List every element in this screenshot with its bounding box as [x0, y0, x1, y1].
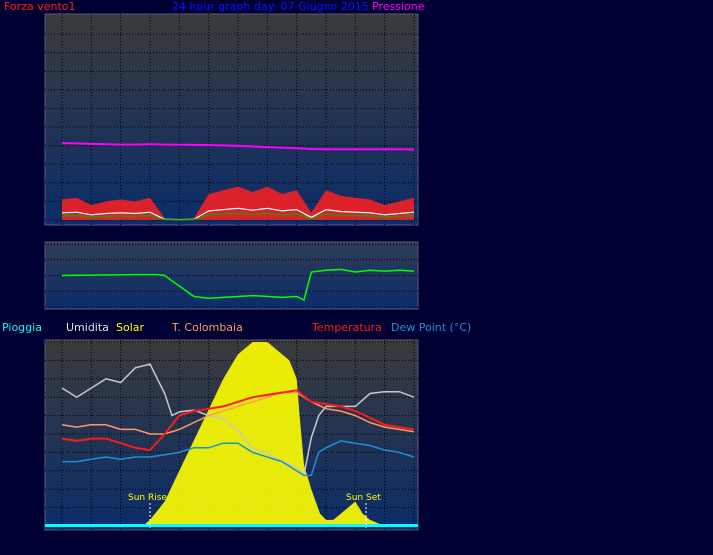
temperature-label: Temperatura [311, 321, 382, 334]
direction-panel-series [61, 268, 415, 302]
apparent-label: T. Colombaia [171, 321, 243, 334]
chart-title: 24 hour graph day: 07 Giugno 2015 [172, 0, 369, 13]
dewpoint-series [62, 440, 415, 477]
humidity-label: Umidita [66, 321, 109, 334]
gust-series [61, 207, 415, 221]
temperature-series [61, 389, 415, 452]
dewpoint-label: Dew Point (°C) [391, 321, 471, 334]
direction-series [61, 268, 415, 302]
direction-panel-grid [45, 243, 418, 308]
bottom-panel-series [45, 342, 418, 527]
solar-series [62, 342, 414, 526]
top-panel-series [61, 142, 415, 221]
solar-label: Solar [116, 321, 145, 334]
humidity-series [61, 363, 415, 477]
avg-wind-series [61, 212, 415, 221]
right-axis-label: Pressione [372, 0, 425, 13]
rain-label: Pioggia [2, 321, 42, 334]
pressure-series [61, 142, 415, 151]
sunset-label: Sun Set [346, 493, 381, 503]
apparent-temperature-series [61, 391, 415, 435]
sunrise-label: Sun Rise [128, 493, 167, 503]
rain-series [45, 524, 418, 527]
left-axis-label: Forza vento1 [4, 0, 76, 13]
